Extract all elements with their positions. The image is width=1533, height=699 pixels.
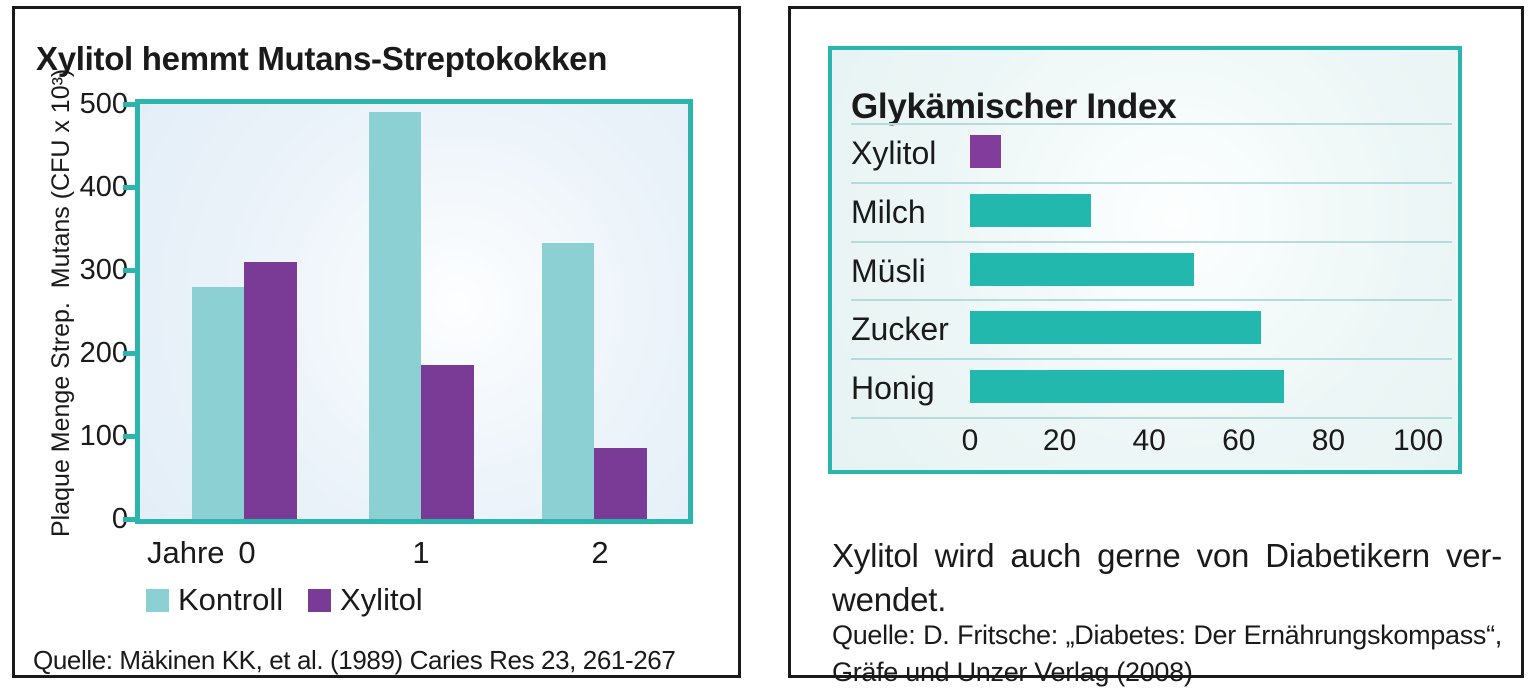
x-label-1: 1 xyxy=(412,535,430,570)
bar-xylitol-jahr-0 xyxy=(244,261,297,519)
bar-milch xyxy=(970,193,1091,227)
bar-müsli xyxy=(970,252,1194,286)
legend-swatch-xylitol xyxy=(308,589,331,612)
left-chart-title: Xylitol hemmt Mutans-Streptokokken xyxy=(36,40,608,78)
x-axis-tick-60: 60 xyxy=(1222,424,1256,457)
left-source-text: Quelle: Mäkinen KK, et al. (1989) Caries… xyxy=(33,645,676,675)
title-separator xyxy=(851,123,1452,125)
legend-label-kontroll: Kontroll xyxy=(178,582,284,617)
y-tick-mark-300 xyxy=(123,267,138,273)
left-panel-mutans-chart: Xylitol hemmt Mutans-Streptokokken Plaqu… xyxy=(12,6,741,678)
row-label-milch: Milch xyxy=(851,193,926,230)
bar-kontroll-jahr-2 xyxy=(542,242,594,519)
row-separator-3 xyxy=(851,299,1452,302)
x-axis-tick-100: 100 xyxy=(1392,424,1444,457)
y-tick-label-100: 100 xyxy=(79,420,128,452)
legend-swatch-kontroll xyxy=(146,589,169,612)
bar-xylitol-jahr-2 xyxy=(594,447,647,519)
bar-xylitol xyxy=(970,135,1002,168)
y-tick-mark-0 xyxy=(123,516,138,522)
y-tick-mark-100 xyxy=(123,433,138,439)
right-panel-glycemic-index: Glykämischer Index Xylitol Milch Müsli Zuck… xyxy=(788,6,1524,687)
x-label-2: 2 xyxy=(591,535,609,570)
row-label-zucker: Zucker xyxy=(851,311,949,348)
y-tick-label-500: 500 xyxy=(79,88,128,120)
bar-honig xyxy=(970,370,1284,404)
left-plot-area xyxy=(135,99,693,524)
row-separator-5 xyxy=(851,417,1452,419)
y-tick-label-300: 300 xyxy=(79,254,128,286)
y-tick-mark-200 xyxy=(123,350,138,356)
bar-zucker xyxy=(970,311,1262,345)
bar-xylitol-jahr-1 xyxy=(421,365,474,519)
x-axis-tick-20: 20 xyxy=(1042,424,1077,457)
y-tick-label-200: 200 xyxy=(79,337,128,369)
y-tick-label-400: 400 xyxy=(79,171,128,203)
right-chart-title: Glykämischer Index xyxy=(851,87,1177,127)
row-label-honig: Honig xyxy=(851,370,935,407)
bar-kontroll-jahr-0 xyxy=(192,286,244,519)
y-axis-label: Plaque Menge Strep. Mutans (CFU x 10³) xyxy=(47,68,75,537)
row-label-xylitol: Xylitol xyxy=(851,135,937,171)
x-label-0: 0 xyxy=(238,535,256,570)
bar-kontroll-jahr-1 xyxy=(369,112,421,519)
caption-line-2: wendet. xyxy=(832,581,947,618)
row-separator-2 xyxy=(851,240,1452,243)
y-tick-label-0: 0 xyxy=(111,503,128,535)
x-axis-tick-40: 40 xyxy=(1132,424,1166,457)
row-label-müsli: Müsli xyxy=(851,252,926,289)
y-tick-mark-400 xyxy=(123,184,138,190)
row-separator-4 xyxy=(851,358,1452,361)
row-separator-1 xyxy=(851,181,1452,184)
x-axis-tick-80: 80 xyxy=(1311,424,1346,457)
caption-line-1: Xylitol wird auch gerne von Diabetikern … xyxy=(832,537,1502,574)
legend-label-xylitol: Xylitol xyxy=(340,582,423,617)
x-axis-prefix-label: Jahre xyxy=(147,535,225,570)
y-tick-mark-500 xyxy=(123,101,138,107)
right-source-line-1: Quelle: D. Fritsche: „Diabetes: Der Ernä… xyxy=(832,620,1502,650)
glycemic-index-chart-box: Glykämischer Index Xylitol Milch Müsli Zuck… xyxy=(828,46,1462,474)
right-source-line-2: Gräfe und Unzer Verlag (2008) xyxy=(832,657,1193,687)
x-axis-tick-0: 0 xyxy=(961,424,979,457)
